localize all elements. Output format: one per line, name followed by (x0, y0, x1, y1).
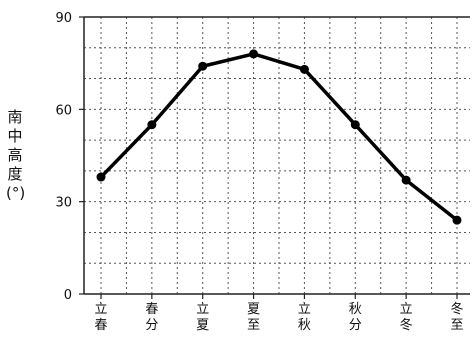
grid (84, 17, 470, 294)
category-label: 立冬 (400, 302, 413, 333)
y-tick-labels: 0 30 60 90 (55, 11, 84, 303)
series-line (99, 52, 459, 222)
category-label: 立夏 (196, 302, 209, 333)
y-tick-label: 90 (55, 11, 72, 26)
axes (83, 16, 470, 295)
data-point (96, 172, 106, 182)
y-tick-label: 0 (64, 288, 72, 303)
data-point (350, 120, 360, 130)
category-label: 秋分 (349, 302, 362, 333)
category-label: 立秋 (298, 302, 311, 333)
category-label: 立春 (94, 302, 107, 333)
y-axis-label: 南中高度(°) (6, 108, 26, 202)
data-point (452, 215, 462, 225)
data-point (401, 175, 411, 185)
data-point (147, 120, 157, 130)
data-point (198, 61, 208, 71)
data-point (299, 64, 309, 74)
category-label: 春分 (145, 302, 158, 333)
category-label: 冬至 (450, 301, 463, 333)
y-tick-label: 60 (55, 103, 72, 118)
category-label: 夏至 (247, 302, 260, 333)
y-tick-label: 30 (55, 196, 72, 211)
series (96, 49, 462, 225)
data-point (249, 49, 259, 59)
category-labels: 立春 春分 立夏 夏至 立秋 秋分 立冬 冬至 (94, 294, 464, 333)
